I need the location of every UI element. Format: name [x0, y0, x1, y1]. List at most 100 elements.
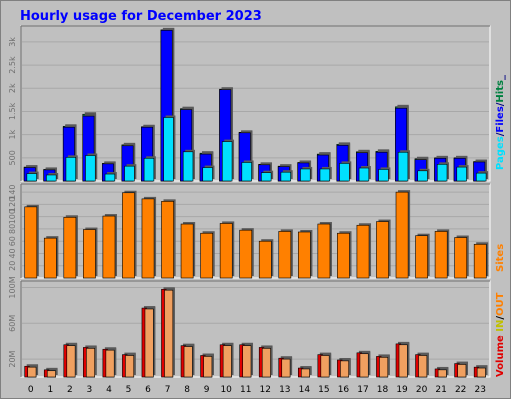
legend-pages-files-hits-part: /: [495, 102, 506, 106]
pages-bar: [85, 155, 96, 182]
volume-out-bar: [340, 360, 350, 378]
pages-bar: [280, 171, 291, 182]
y-tick-label: 1.5k: [8, 102, 17, 120]
volume-out-bar: [359, 353, 369, 378]
pages-bar: [124, 165, 135, 182]
sites-bar: [317, 223, 331, 279]
sites-bar: [454, 237, 468, 279]
sites-bar: [434, 231, 448, 279]
pages-bar: [339, 163, 350, 182]
x-tick-label: 11: [240, 385, 251, 395]
volume-out-bar: [437, 369, 447, 378]
x-tick-label: 0: [28, 385, 34, 395]
legend-pages-files-hits-part: _: [495, 75, 506, 80]
x-tick-label: 16: [338, 385, 350, 395]
pages-bar: [65, 157, 77, 182]
pages-bar: [358, 167, 370, 182]
x-tick-label: 15: [318, 385, 329, 395]
panel-frame: [20, 25, 491, 182]
y-tick-label: 120: [8, 197, 17, 212]
legend-volume-part: /: [495, 316, 506, 320]
y-tick-label: 60M: [8, 315, 17, 332]
volume-out-bar: [398, 344, 408, 378]
pages-bar: [221, 141, 233, 182]
legend-pages-files-hits-part: Hits: [495, 80, 506, 103]
x-tick-label: 9: [204, 385, 210, 395]
volume-out-bar: [27, 366, 37, 378]
pages-bar: [300, 168, 311, 182]
x-tick-label: 3: [87, 385, 93, 395]
volume-out-bar: [320, 355, 330, 378]
legend-volume-part: IN: [495, 320, 506, 332]
volume-out-bar: [261, 348, 271, 378]
volume-out-bar: [203, 356, 213, 378]
x-tick-label: 7: [165, 385, 171, 395]
y-tick-label: 500: [8, 150, 17, 165]
pages-bar: [104, 173, 116, 182]
pages-bar: [241, 162, 252, 182]
x-tick-label: 1: [47, 385, 53, 395]
legend-volume: Volume IN/OUT: [495, 292, 506, 377]
y-tick-label: 20M: [8, 350, 17, 367]
pages-bar: [436, 164, 448, 182]
sites-bar: [161, 201, 174, 279]
x-tick-label: 12: [260, 385, 271, 395]
sites-bar: [200, 232, 214, 279]
y-tick-label: 2.5k: [8, 56, 17, 74]
legend-sites-part: Sites: [495, 244, 506, 272]
sites-bar: [122, 192, 135, 279]
x-tick-label: 17: [357, 385, 368, 395]
legend-sites: Sites: [495, 244, 506, 272]
pages-bar: [46, 174, 57, 182]
pages-bar: [417, 170, 428, 182]
legend-pages-files-hits-part: /: [495, 132, 506, 136]
x-tick-label: 5: [126, 385, 132, 395]
x-tick-label: 21: [435, 385, 446, 395]
sites-bar: [376, 221, 389, 279]
volume-out-bar: [86, 348, 95, 378]
x-tick-label: 19: [396, 385, 408, 395]
y-tick-label: 140: [8, 184, 17, 199]
volume-out-bar: [183, 346, 193, 378]
pages-bar: [456, 166, 467, 182]
sites-bar: [63, 216, 77, 279]
sites-bar: [43, 237, 57, 279]
sites-bar: [102, 215, 116, 279]
chart-title: Hourly usage for December 2023: [20, 9, 262, 24]
sites-bar: [278, 231, 292, 279]
volume-out-bar: [222, 345, 232, 378]
x-tick-label: 23: [475, 385, 486, 395]
pages-bar: [202, 167, 213, 182]
panel-volume: 20M 60M 100M: [8, 276, 491, 378]
x-tick-label: 18: [377, 385, 389, 395]
sites-bar: [395, 191, 409, 279]
volume-out-bar: [164, 289, 174, 378]
volume-out-bar: [457, 364, 467, 378]
y-tick-label: 2k: [8, 83, 17, 93]
x-tick-label: 8: [184, 385, 190, 395]
volume-out-bar: [242, 345, 252, 378]
pages-bar: [163, 117, 174, 182]
sites-bar: [473, 243, 487, 279]
sites-bar: [141, 198, 155, 279]
legend-pages-files-hits-part: Pages: [495, 136, 506, 170]
volume-out-bar: [418, 355, 428, 378]
pages-bar: [182, 151, 194, 182]
sites-bar: [258, 240, 272, 279]
sites-bar: [239, 229, 253, 279]
legend-volume-part: OUT: [495, 292, 506, 316]
x-tick-label: 2: [67, 385, 73, 395]
panel-hits-files-pages: 500 1k 1.5k 2k 2.5k 3k: [8, 25, 491, 182]
y-tick-label: 20: [8, 261, 17, 271]
legend-pages-files-hits: Pages/Files/Hits_: [495, 75, 506, 170]
y-tick-label: 60: [8, 236, 17, 246]
volume-out-bar: [476, 367, 486, 378]
y-tick-label: 3k: [8, 37, 17, 47]
sites-bar: [337, 232, 350, 279]
volume-out-bar: [66, 345, 76, 378]
volume-out-bar: [105, 349, 115, 378]
sites-bar: [415, 235, 428, 279]
x-tick-label: 14: [299, 385, 311, 395]
y-tick-label: 1k: [8, 129, 17, 139]
